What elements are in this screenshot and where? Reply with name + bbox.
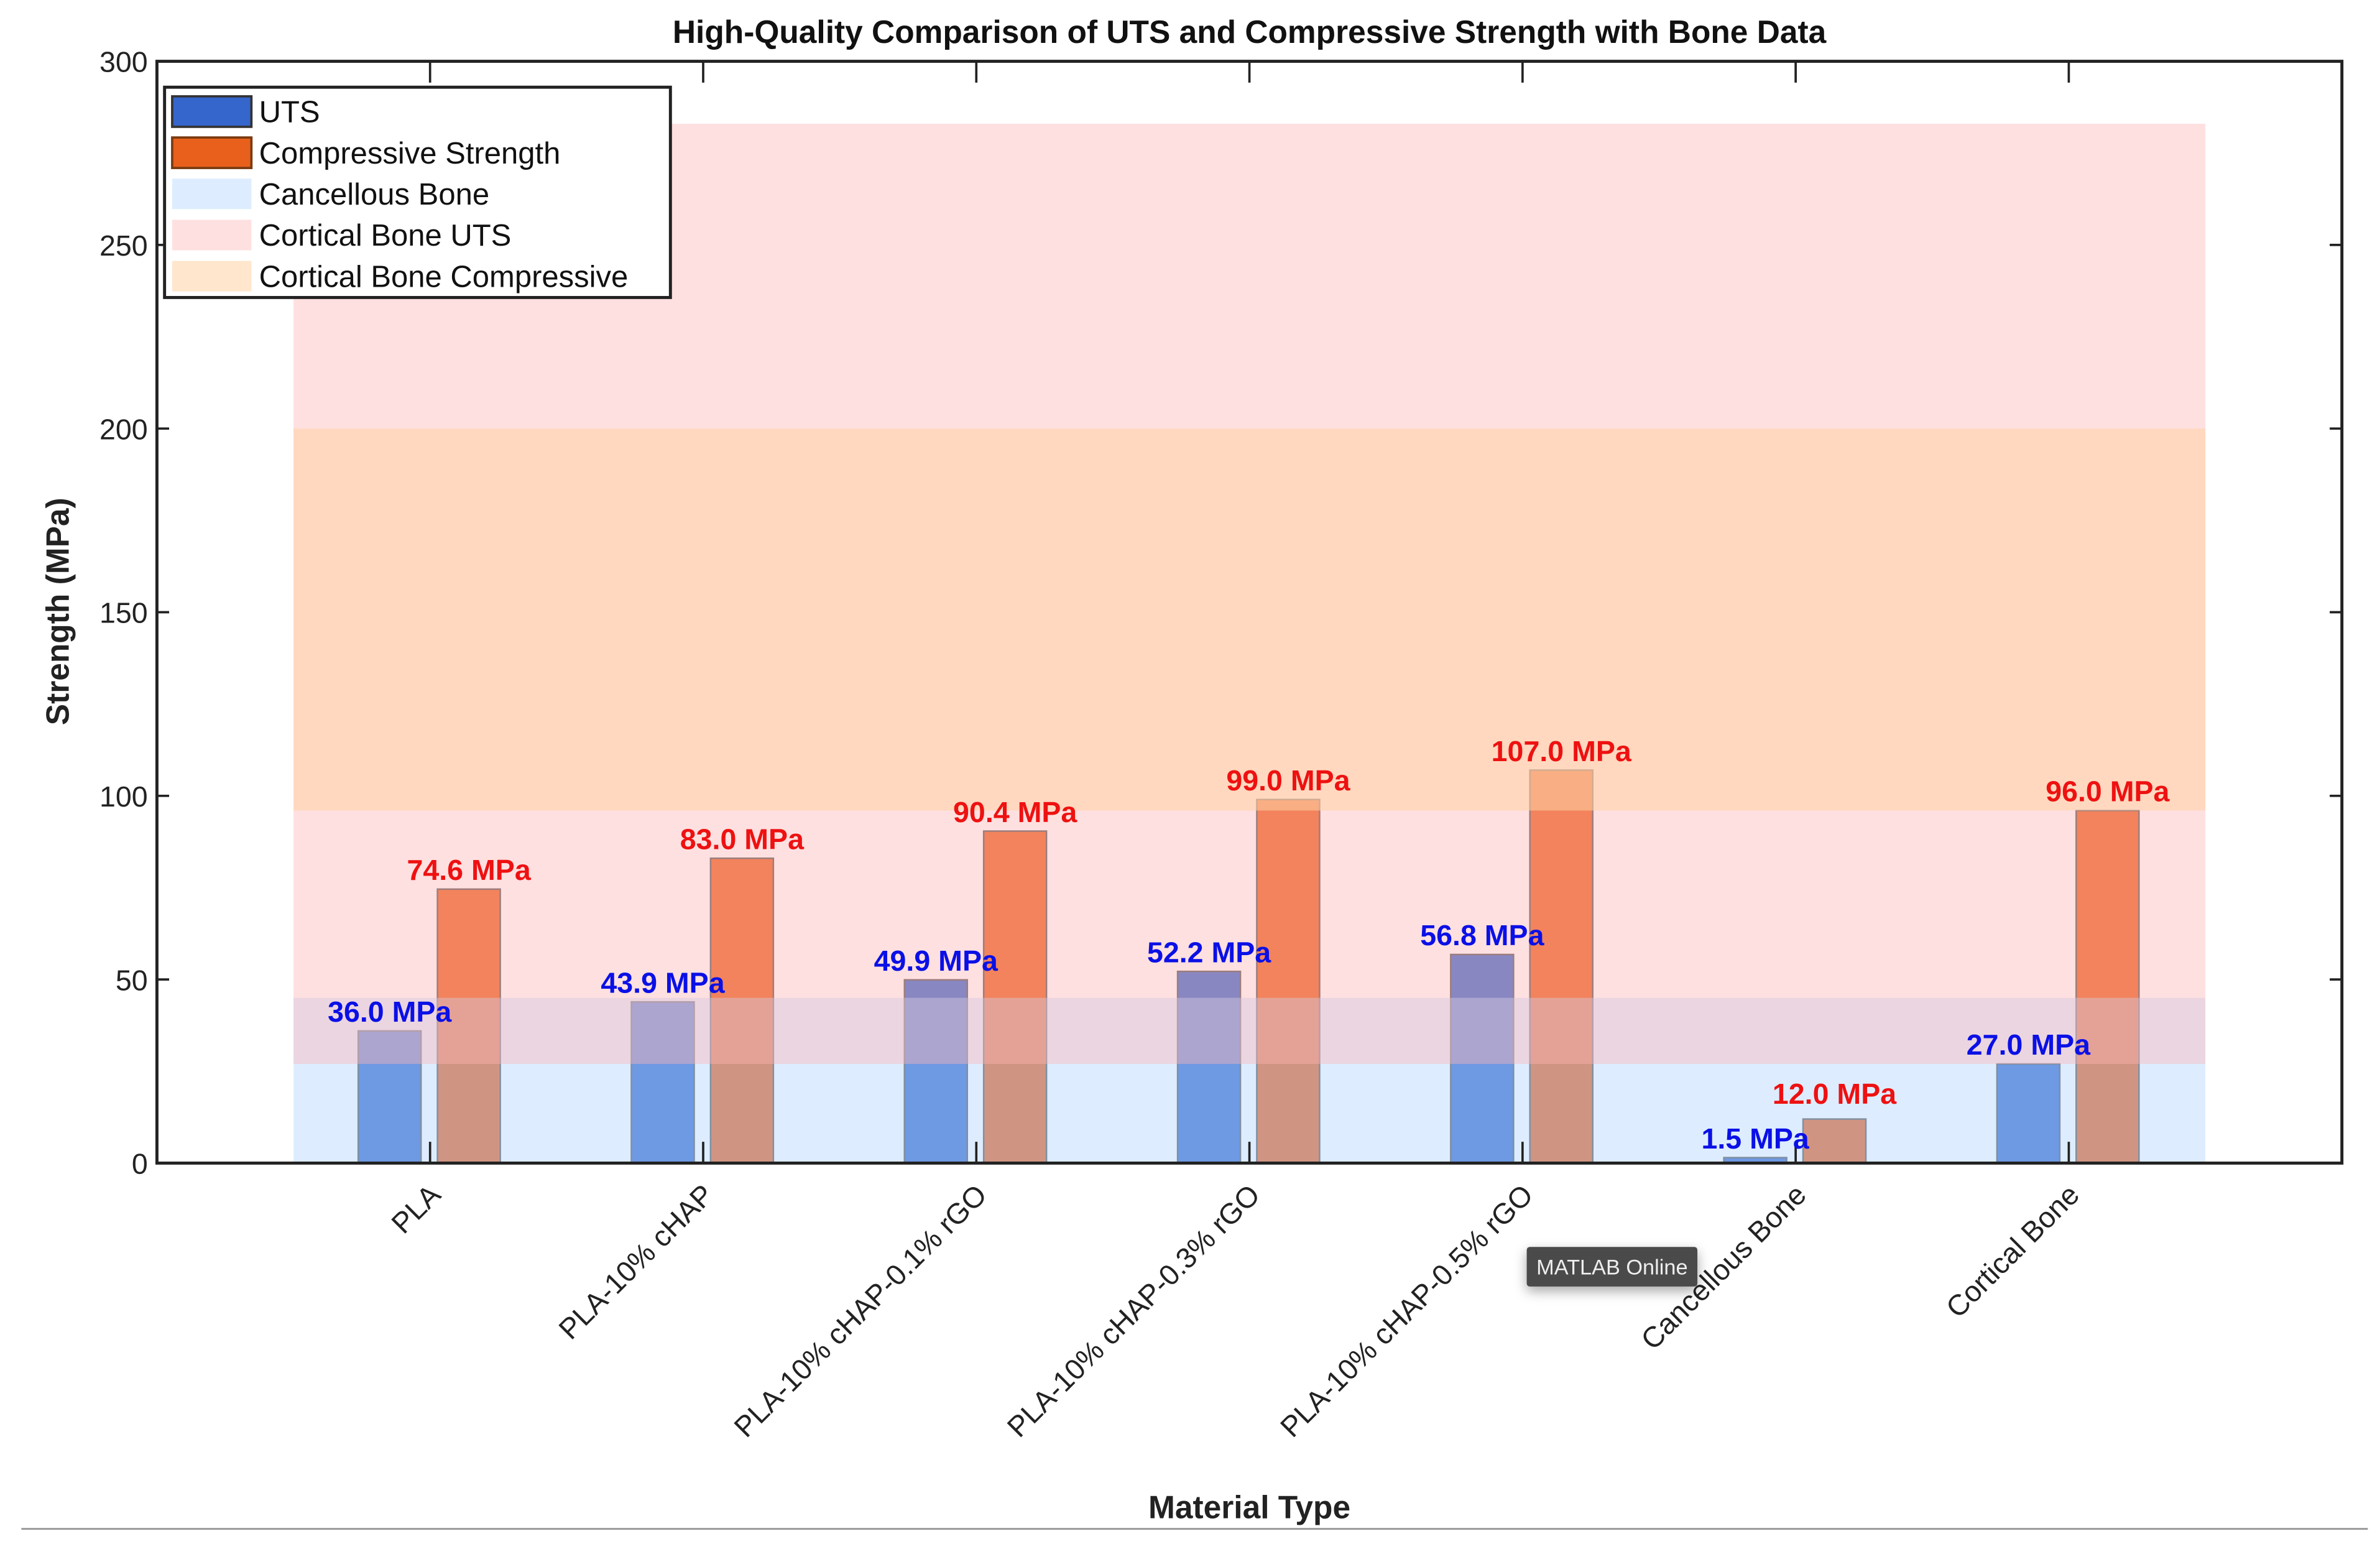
- uts-bar: [903, 979, 969, 1164]
- compressive-value-label: 96.0 MPa: [2046, 775, 2170, 808]
- band-cortical-bone-compressive: [293, 428, 2206, 811]
- band-cancellous-bone: [293, 997, 2206, 1163]
- uts-bar: [630, 1001, 695, 1164]
- uts-value-label: 36.0 MPa: [328, 996, 452, 1028]
- compressive-value-label: 12.0 MPa: [1773, 1078, 1897, 1110]
- compressive-bar: [436, 888, 501, 1164]
- legend-label: Cortical Bone UTS: [259, 219, 512, 252]
- uts-value-label: 49.9 MPa: [874, 945, 999, 977]
- x-tick-label: Cortical Bone: [1940, 1178, 2085, 1324]
- x-tick-label: PLA-10% cHAP-0.5% rGO: [1274, 1178, 1539, 1443]
- x-axis-title: Material Type: [1148, 1489, 1350, 1525]
- compressive-value-label: 99.0 MPa: [1226, 764, 1350, 797]
- uts-value-label: 43.9 MPa: [601, 966, 725, 999]
- value-labels: 36.0 MPa 43.9 MPa 49.9 MPa 52.2 MPa 56.8 MPa…: [328, 735, 2170, 1155]
- compressive-bar: [2075, 810, 2140, 1164]
- tooltip-text: MATLAB Online: [1536, 1255, 1687, 1279]
- y-tick-label: 250: [99, 229, 148, 262]
- compressive-bar: [1529, 769, 1594, 1164]
- compressive-value-label: 74.6 MPa: [407, 854, 531, 886]
- matlab-online-tooltip: MATLAB Online: [1526, 1247, 1698, 1287]
- compressive-bar: [709, 857, 775, 1164]
- uts-bar: [357, 1030, 422, 1164]
- legend-label: Compressive Strength: [259, 137, 561, 170]
- uts-value-label: 56.8 MPa: [1420, 919, 1544, 951]
- compressive-bar: [982, 830, 1048, 1164]
- legend-swatch: [172, 220, 252, 251]
- legend-swatch: [172, 261, 252, 292]
- legend-label: Cortical Bone Compressive: [259, 260, 629, 294]
- uts-bar: [1176, 970, 1242, 1164]
- compressive-value-label: 107.0 MPa: [1492, 735, 1632, 767]
- x-tick-label: PLA-10% cHAP-0.1% rGO: [728, 1178, 993, 1443]
- legend-swatch: [171, 95, 253, 128]
- y-tick-label: 150: [99, 597, 148, 629]
- y-tick-label: 100: [99, 780, 148, 813]
- y-tick-label: 0: [132, 1148, 148, 1180]
- chart-title: High-Quality Comparison of UTS and Compr…: [673, 14, 1827, 50]
- compressive-value-label: 90.4 MPa: [953, 796, 1077, 828]
- legend-label: UTS: [259, 96, 320, 129]
- x-tick-label: PLA-10% cHAP: [553, 1178, 720, 1346]
- y-tick-label: 50: [116, 964, 148, 996]
- bars-layer: [357, 769, 2140, 1164]
- uts-value-label: 27.0 MPa: [1967, 1029, 2091, 1061]
- uts-value-label: 52.2 MPa: [1147, 936, 1271, 968]
- uts-bar: [1996, 1063, 2061, 1164]
- legend[interactable]: UTS Compressive Strength Cancellous Bone Co…: [163, 85, 672, 299]
- legend-label: Cancellous Bone: [259, 178, 489, 211]
- y-tick-label: 200: [99, 413, 148, 445]
- legend-swatch: [171, 136, 253, 169]
- x-tick-label: PLA-10% cHAP-0.3% rGO: [1001, 1178, 1266, 1443]
- legend-swatch: [172, 178, 252, 210]
- y-axis-title: Strength (MPa): [39, 497, 75, 725]
- y-tick-label: 300: [99, 46, 148, 78]
- x-tick-label: PLA: [385, 1178, 446, 1240]
- compressive-value-label: 83.0 MPa: [680, 823, 805, 856]
- uts-value-label: 1.5 MPa: [1701, 1122, 1809, 1155]
